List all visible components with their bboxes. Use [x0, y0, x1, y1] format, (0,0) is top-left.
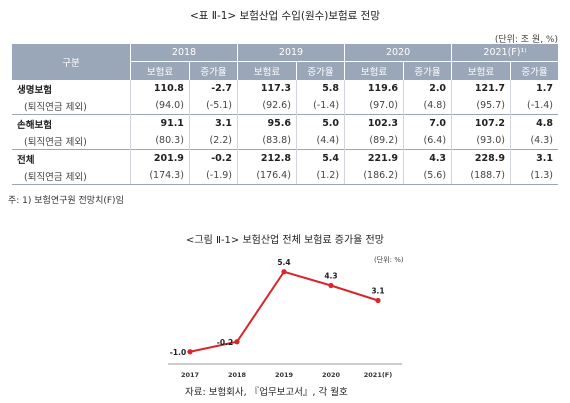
- premium-cell: (174.3): [130, 167, 190, 185]
- growth-cell: 1.7: [509, 79, 558, 97]
- premium-cell: (93.0): [451, 132, 511, 150]
- header-gubun: 구분: [12, 44, 131, 80]
- premium-cell: (186.2): [344, 167, 404, 185]
- growth-cell: 5.0: [295, 114, 345, 132]
- table-row: (퇴직연금 제외) (174.3) (-1.9) (176.4) (1.2) (186.2…: [12, 167, 558, 185]
- header-year: 2019: [237, 44, 345, 62]
- growth-cell: (-1.9): [188, 167, 238, 185]
- subheader-growth: 증가율: [295, 61, 345, 80]
- growth-cell: (5.6): [402, 167, 452, 185]
- table-unit: (단위: 조 원, %): [494, 35, 558, 45]
- x-tick-label: 2018: [228, 371, 247, 379]
- row-label: (퇴직연금 제외): [24, 136, 87, 148]
- premium-cell: 121.7: [451, 79, 511, 97]
- premium-cell: (95.7): [451, 97, 511, 115]
- premium-cell: 107.2: [451, 114, 511, 132]
- premium-cell: 221.9: [344, 149, 404, 167]
- premium-cell: 212.8: [237, 149, 297, 167]
- premium-cell: (188.7): [451, 167, 511, 185]
- premium-cell: (80.3): [130, 132, 190, 150]
- data-point: [187, 349, 193, 355]
- table-row: 전체 201.9 -0.2 212.8 5.4 221.9 4.3 228.9 3.1: [12, 149, 558, 167]
- premium-cell: 91.1: [130, 114, 190, 132]
- table-row: 손해보험 91.1 3.1 95.6 5.0 102.3 7.0 107.2 4.8: [12, 114, 558, 132]
- premium-cell: 119.6: [344, 79, 404, 97]
- data-point: [234, 339, 240, 345]
- row-label: 전체: [12, 149, 131, 167]
- growth-cell: 4.8: [509, 114, 558, 132]
- x-tick-label: 2017: [181, 371, 199, 379]
- growth-cell: -2.7: [188, 79, 238, 97]
- x-tick-label: 2021(F): [364, 371, 393, 379]
- growth-cell: (4.4): [295, 132, 345, 150]
- subheader-growth: 증가율: [509, 61, 558, 80]
- premium-cell: (92.6): [237, 97, 297, 115]
- data-point: [328, 282, 334, 289]
- growth-cell: 2.0: [402, 79, 452, 97]
- growth-cell: 3.1: [188, 114, 238, 132]
- header-year: 2020: [344, 44, 452, 62]
- premium-cell: (176.4): [237, 167, 297, 185]
- x-tick-label: 2019: [275, 371, 294, 379]
- premium-cell: 110.8: [130, 79, 190, 97]
- subheader-premium: 보험료: [130, 61, 190, 80]
- chart-title: <그림 Ⅱ-1> 보험산업 전체 보험료 증가율 전망: [186, 235, 384, 246]
- data-label: -1.0: [170, 348, 186, 357]
- growth-cell: (4.3): [509, 132, 558, 150]
- growth-cell: 5.8: [295, 79, 345, 97]
- premium-cell: 201.9: [130, 149, 190, 167]
- premium-cell: (89.2): [344, 132, 404, 150]
- chart-source: 자료: 보험회사, 『업무보고서』, 각 월호: [185, 387, 348, 398]
- chart-unit: (단위: %): [374, 255, 404, 264]
- subheader-growth: 증가율: [188, 61, 238, 80]
- table-row: (퇴직연금 제외) (80.3) (2.2) (83.8) (4.4) (89.2) (6.…: [12, 132, 558, 150]
- premium-cell: (94.0): [130, 97, 190, 115]
- data-point: [375, 297, 381, 304]
- row-label: (퇴직연금 제외): [24, 101, 87, 113]
- growth-cell: (6.4): [402, 132, 452, 150]
- growth-cell: -0.2: [188, 149, 238, 167]
- data-label: 3.1: [371, 287, 384, 296]
- growth-cell: (1.3): [509, 167, 558, 185]
- subheader-premium: 보험료: [344, 61, 404, 80]
- subheader-growth: 증가율: [402, 61, 452, 80]
- data-label: 4.3: [324, 272, 337, 281]
- premium-cell: 228.9: [451, 149, 511, 167]
- data-point: [281, 269, 287, 275]
- growth-cell: 7.0: [402, 114, 452, 132]
- table-footnote: 주: 1) 보험연구원 전망치(F)임: [8, 196, 124, 206]
- table-title: <표 Ⅱ-1> 보험산업 수입(원수)보험료 전망: [189, 10, 381, 22]
- growth-cell: (2.2): [188, 132, 238, 150]
- table-row: (퇴직연금 제외) (94.0) (-5.1) (92.6) (-1.4) (97.0)(…: [12, 97, 558, 115]
- premium-cell: (97.0): [344, 97, 404, 115]
- data-label: 5.4: [277, 258, 290, 267]
- growth-cell: 5.4: [295, 149, 345, 167]
- subheader-premium: 보험료: [451, 61, 511, 80]
- row-label: 생명보험: [12, 79, 131, 97]
- row-label: (퇴직연금 제외): [12, 167, 131, 185]
- growth-cell: 4.3: [402, 149, 452, 167]
- growth-cell: (4.8): [402, 97, 452, 115]
- header-year: 2021(F)¹⁾: [451, 44, 558, 62]
- growth-cell: (-1.4): [295, 97, 345, 115]
- growth-cell: (1.2): [295, 167, 345, 185]
- subheader-premium: 보험료: [237, 61, 297, 80]
- premium-cell: (83.8): [237, 132, 297, 150]
- growth-cell: 3.1: [509, 149, 558, 167]
- premium-cell: 117.3: [237, 79, 297, 97]
- premium-table: 구분 2018 2019 2020 2021(F)¹⁾ 보험료 증가율 보험료 …: [12, 44, 558, 185]
- row-label: 손해보험: [12, 114, 131, 132]
- premium-cell: 102.3: [344, 114, 404, 132]
- growth-cell: (-1.4): [509, 97, 558, 115]
- header-year: 2018: [129, 44, 238, 62]
- premium-cell: 95.6: [237, 114, 297, 132]
- growth-cell: (-5.1): [188, 97, 238, 115]
- table-row: 생명보험 110.8 -2.7 117.3 5.8 119.6 2.0 121.7 1.7: [12, 79, 558, 97]
- x-tick-label: 2020: [322, 371, 341, 379]
- data-label: -0.2: [217, 338, 233, 347]
